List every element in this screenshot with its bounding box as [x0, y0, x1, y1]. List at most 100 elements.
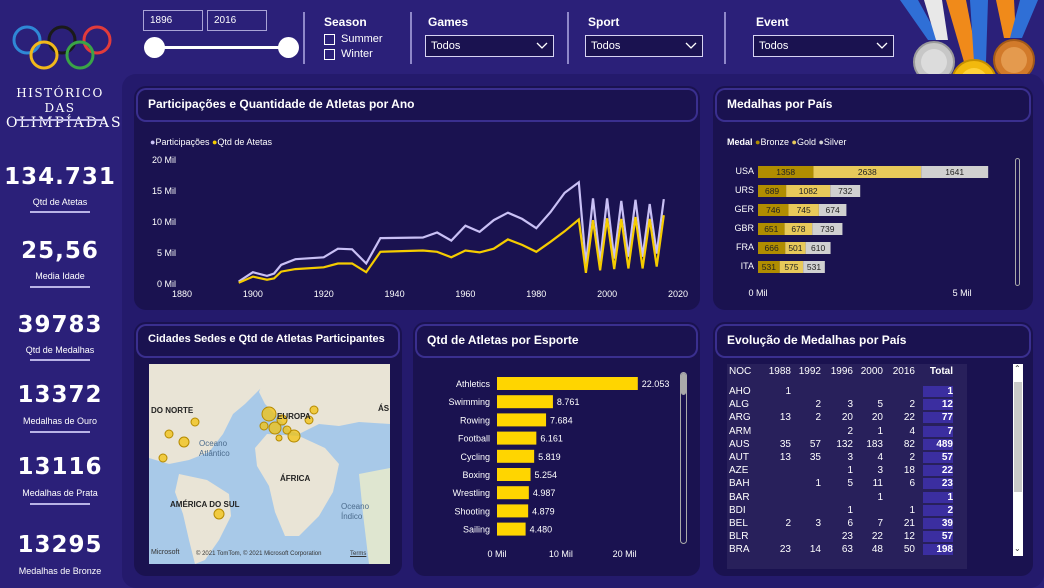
value-cell: 3: [847, 399, 853, 411]
value-cell: 5: [877, 399, 883, 411]
year-end-input[interactable]: 2016: [207, 10, 267, 31]
bar-segment-bronze[interactable]: [758, 185, 787, 197]
games-dropdown[interactable]: Todos: [425, 35, 554, 57]
bar-segment-gold[interactable]: [785, 242, 806, 254]
category-label: URS: [735, 185, 754, 195]
series-line-0[interactable]: [238, 180, 665, 283]
legend-silver: Silver: [823, 137, 847, 147]
sport-bar[interactable]: [497, 468, 531, 481]
sport-dropdown[interactable]: Todos: [585, 35, 703, 57]
data-label: 1358: [776, 167, 795, 177]
x-tick-label: 10 Mil: [549, 549, 573, 559]
sport-dropdown-value: Todos: [591, 40, 621, 52]
season-winter-checkbox[interactable]: [324, 49, 335, 60]
year-slider-end-handle[interactable]: [278, 37, 299, 58]
bar-segment-bronze[interactable]: [758, 242, 786, 254]
scroll-up-icon[interactable]: ⌃: [1014, 364, 1021, 373]
table-row[interactable]: BAR 1 1: [727, 491, 958, 505]
sport-panel: Qtd de Atletas por Esporte Athletics 22.0…: [413, 322, 700, 576]
event-filter-title: Event: [756, 15, 789, 29]
table-row[interactable]: AUS 35 57 132 183 82 489: [727, 438, 958, 452]
table-row[interactable]: BEL 2 3 6 7 21 39: [727, 518, 958, 531]
sport-bar[interactable]: [497, 504, 529, 518]
noc-cell: BLR: [729, 531, 749, 543]
value-cell: 1: [847, 465, 853, 477]
scroll-down-icon[interactable]: ⌄: [1014, 544, 1021, 553]
bar-segment-gold[interactable]: [779, 261, 804, 273]
value-cell: 183: [866, 438, 883, 450]
sport-scrollbar-thumb[interactable]: [681, 373, 686, 395]
table-row[interactable]: ALG 2 3 5 2 12: [727, 399, 958, 412]
bar-segment-bronze[interactable]: [758, 223, 785, 235]
category-label: Rowing: [460, 415, 490, 425]
year-slider-track[interactable]: [154, 46, 288, 49]
table-row[interactable]: AZE 1 3 18 22: [727, 465, 958, 478]
sport-bar[interactable]: [497, 431, 537, 445]
year-start-input[interactable]: 1896: [143, 10, 203, 31]
table-row[interactable]: BDI 1 1 2: [727, 504, 958, 518]
divider: [410, 12, 412, 64]
divider: [30, 286, 90, 288]
bar-segment-bronze[interactable]: [758, 166, 814, 178]
table-row[interactable]: BAH 1 5 11 6 23: [727, 478, 958, 491]
line-chart[interactable]: 0 Mil 5 Mil 10 Mil 15 Mil 20 Mil 1880 1900 1920…: [134, 150, 700, 310]
x-tick-label: 0 Mil: [487, 549, 506, 559]
value-cell: 23: [779, 544, 791, 556]
kpi-age-label: Media Idade: [35, 271, 85, 281]
bar-segment-silver[interactable]: [812, 223, 843, 235]
evolution-title: Evolução de Medalhas por País: [715, 324, 1031, 358]
series-line-1[interactable]: [238, 215, 665, 284]
sport-bar[interactable]: [497, 486, 529, 500]
bar-segment-gold[interactable]: [788, 204, 819, 216]
bar-segment-bronze[interactable]: [758, 204, 789, 216]
value-cell: 48: [871, 544, 883, 556]
value-cell: 35: [809, 452, 821, 463]
sport-bar[interactable]: [497, 377, 638, 390]
sport-bar[interactable]: [497, 449, 535, 463]
season-filter-title: Season: [324, 15, 367, 29]
evolution-scrollbar-thumb[interactable]: [1014, 382, 1022, 492]
map-terms-link[interactable]: Terms: [350, 551, 367, 557]
medals-bar-chart[interactable]: USA 1358 2638 1641 URS 689 1082 732 GER 746 745 674…: [713, 156, 1013, 306]
year-slider-start-handle[interactable]: [144, 37, 165, 58]
world-map[interactable]: [149, 364, 390, 564]
table-row[interactable]: BRA 23 14 63 48 50 198: [727, 544, 958, 557]
legend-dot: ●: [150, 137, 156, 147]
bar-segment-silver[interactable]: [805, 242, 831, 254]
value-cell: 1: [923, 386, 953, 397]
medals-scrollbar[interactable]: [1015, 158, 1020, 286]
event-dropdown[interactable]: Todos: [753, 35, 894, 57]
bar-segment-gold[interactable]: [813, 166, 922, 178]
table-row[interactable]: ARM 2 1 4 7: [727, 425, 958, 439]
sport-bar[interactable]: [497, 395, 553, 409]
bar-segment-silver[interactable]: [818, 204, 847, 216]
data-label: 666: [765, 243, 779, 253]
category-label: ITA: [741, 261, 754, 271]
bar-segment-gold[interactable]: [786, 185, 831, 197]
category-label: Swimming: [448, 397, 490, 407]
kpi-gold-value: 13372: [17, 382, 103, 408]
divider: [303, 12, 305, 64]
category-label: Boxing: [462, 470, 490, 480]
legend-dot: ●: [818, 137, 824, 147]
table-row[interactable]: BLR 23 22 12 57: [727, 531, 958, 544]
value-cell: 13: [779, 452, 791, 463]
kpi-gold-label: Medalhas de Ouro: [22, 416, 98, 426]
sport-scrollbar[interactable]: [680, 372, 687, 544]
data-label: 745: [797, 205, 811, 215]
bar-segment-silver[interactable]: [803, 261, 825, 273]
table-row[interactable]: AHO 1 1: [727, 386, 958, 399]
data-label: 575: [784, 262, 798, 272]
sport-bar[interactable]: [497, 522, 526, 536]
bar-segment-silver[interactable]: [830, 185, 861, 197]
bar-segment-bronze[interactable]: [758, 261, 780, 273]
x-tick-label: 2000: [597, 289, 617, 299]
bar-segment-gold[interactable]: [784, 223, 813, 235]
data-label: 1082: [799, 186, 818, 196]
table-row[interactable]: ARG 13 2 20 20 22 77: [727, 412, 958, 425]
sport-bar-chart[interactable]: Athletics 22.053 Swimming 8.761 Rowing 7.684 F…: [413, 372, 683, 572]
table-row[interactable]: AUT 13 35 3 4 2 57: [727, 452, 958, 465]
sport-bar[interactable]: [497, 413, 547, 427]
season-summer-checkbox[interactable]: [324, 34, 335, 45]
bar-segment-silver[interactable]: [921, 166, 989, 178]
